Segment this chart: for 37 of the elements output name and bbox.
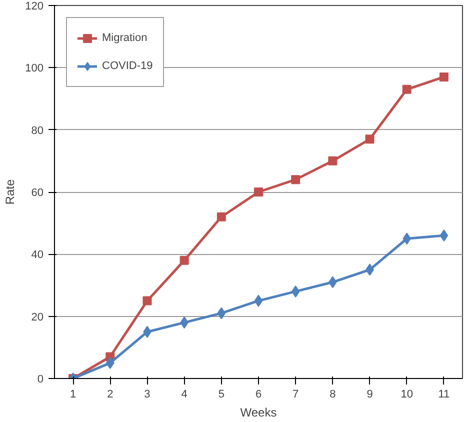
point (439, 72, 448, 82)
x-tick-label: 1 (70, 388, 76, 400)
point (217, 307, 226, 320)
point (440, 230, 448, 242)
x-tick-label: 10 (400, 388, 413, 400)
point (402, 232, 412, 245)
y-tick-label: 100 (25, 62, 44, 75)
point (291, 285, 300, 298)
x-tick-label: 7 (292, 388, 299, 400)
x-tick-label: 2 (107, 388, 114, 400)
point (106, 356, 114, 369)
point (254, 188, 263, 196)
point (180, 256, 189, 265)
y-tick-label: 20 (31, 311, 44, 324)
point (254, 294, 263, 307)
point (216, 212, 226, 222)
legend-label: COVID-19 (102, 60, 153, 72)
y-tick-label: 120 (25, 0, 44, 12)
point (142, 296, 152, 306)
point (328, 156, 338, 166)
y-tick-label: 60 (31, 187, 44, 199)
y-tick-label: 80 (31, 124, 44, 137)
legend-label: Migration (102, 32, 148, 44)
point (402, 84, 412, 94)
y-tick-label: 0 (37, 374, 44, 386)
x-tick-label: 8 (330, 388, 336, 400)
y-axis-title: Rate (3, 179, 18, 205)
y-tick-label: 40 (31, 249, 44, 262)
x-tick-label: 5 (218, 388, 224, 400)
point (365, 134, 374, 144)
x-tick-label: 11 (438, 388, 450, 400)
x-tick-label: 4 (181, 388, 188, 400)
x-tick-label: 3 (144, 388, 150, 400)
x-axis-title: Weeks (240, 406, 277, 420)
x-tick-label: 9 (366, 388, 373, 400)
x-tick-label: 6 (255, 388, 262, 400)
point (291, 175, 300, 184)
